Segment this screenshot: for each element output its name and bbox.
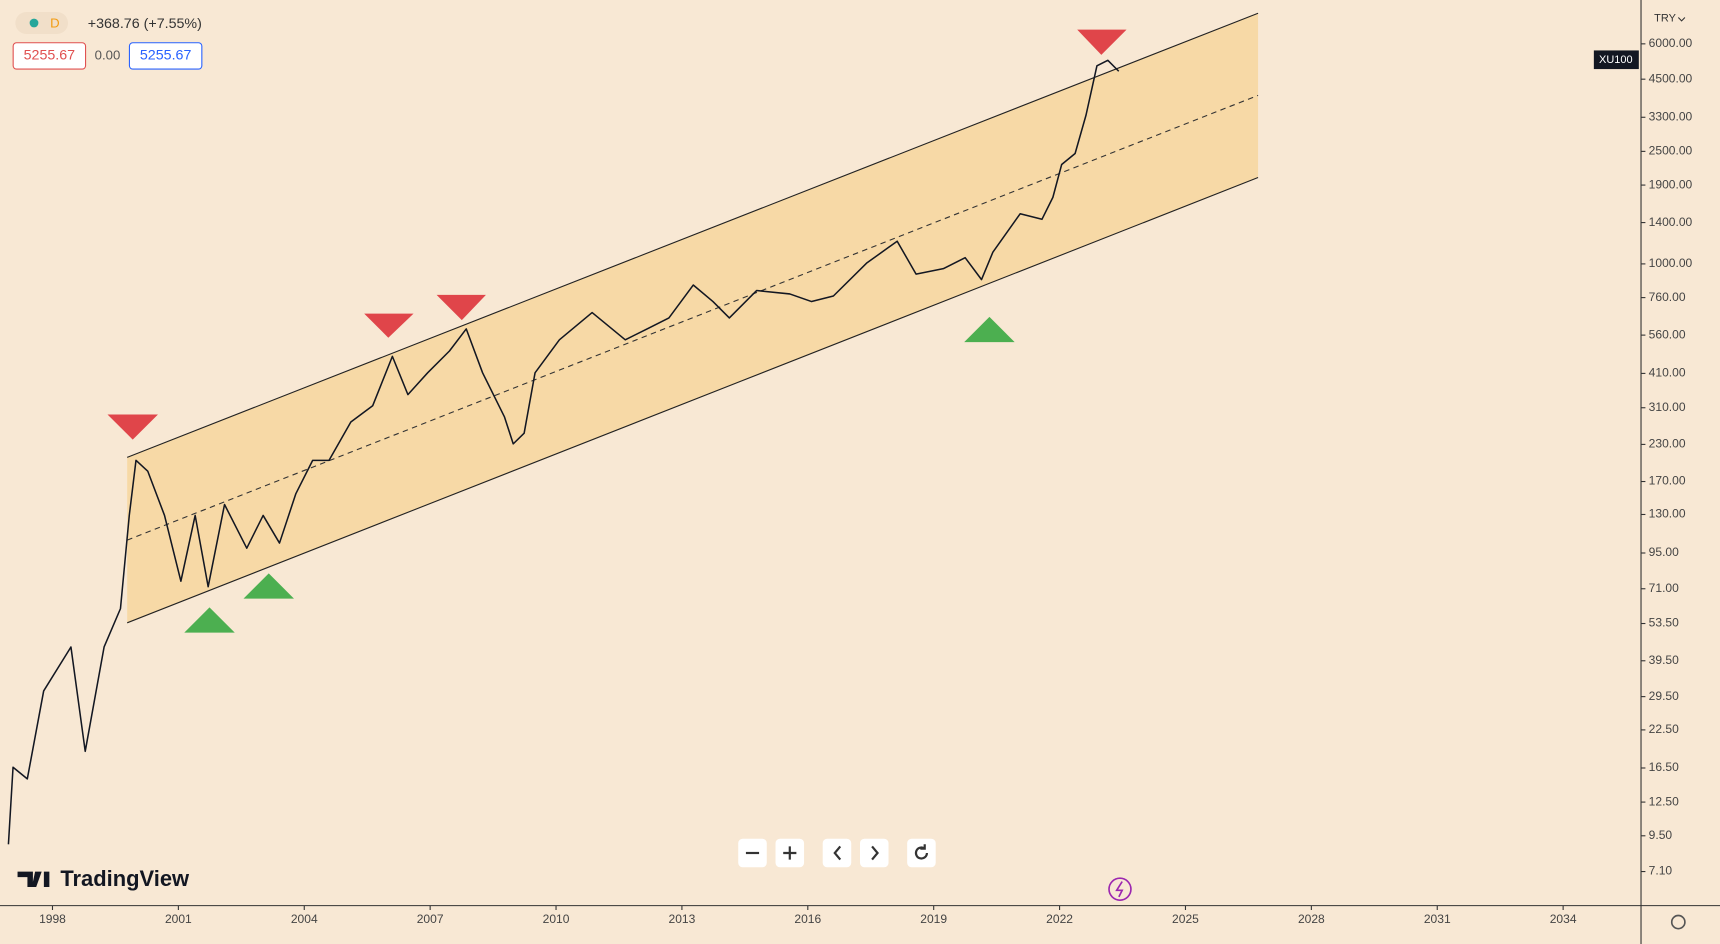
x-tick-label: 2031	[1424, 912, 1451, 926]
alert-icon[interactable]	[1108, 877, 1132, 901]
settings-button[interactable]	[1670, 914, 1686, 930]
scroll-right-button[interactable]	[860, 838, 889, 868]
x-tick-label: 2010	[543, 912, 570, 926]
y-tick-label: 71.00	[1649, 581, 1679, 595]
y-tick-label: 230.00	[1649, 437, 1686, 451]
scroll-left-button[interactable]	[822, 838, 852, 868]
x-tick-label: 2028	[1298, 912, 1325, 926]
y-tick-label: 39.50	[1649, 653, 1679, 667]
sell-marker	[107, 414, 158, 440]
y-tick-label: 95.00	[1649, 545, 1679, 559]
y-tick-label: 4500.00	[1649, 71, 1693, 85]
spread: 0.00	[95, 47, 121, 62]
y-tick-label: 9.50	[1649, 828, 1673, 842]
x-tick-label: 2001	[165, 912, 192, 926]
y-tick-label: 53.50	[1649, 616, 1679, 630]
x-tick-label: 2034	[1550, 912, 1577, 926]
reset-button[interactable]	[907, 838, 936, 868]
ask[interactable]: 5255.67	[140, 48, 192, 64]
x-tick-label: 2019	[920, 912, 947, 926]
channel-upper	[126, 12, 1259, 458]
y-tick-label: 7.10	[1649, 864, 1673, 878]
x-tick-label: 2022	[1046, 912, 1073, 926]
change: +368.76 (+7.55%)	[88, 16, 202, 32]
x-tick-label: 2013	[669, 912, 696, 926]
icon	[1115, 881, 1124, 898]
icon	[833, 845, 842, 861]
x-tick-label: 1998	[39, 912, 66, 926]
plot-area	[7, 12, 1259, 845]
buy-marker	[184, 607, 235, 633]
buy-marker	[964, 316, 1015, 343]
nav-buttons	[738, 838, 936, 868]
y-tick-label: 12.50	[1649, 794, 1679, 808]
y-tick-label: 1400.00	[1649, 215, 1693, 229]
y-tick-label: 130.00	[1649, 507, 1686, 521]
y-tick-label: 1000.00	[1649, 256, 1693, 270]
channel-lower	[126, 177, 1259, 624]
symbol: XU100	[1599, 54, 1633, 66]
y-tick-label: 29.50	[1649, 689, 1679, 703]
sell-marker	[436, 294, 486, 321]
sell-marker	[1077, 29, 1127, 55]
currency[interactable]: TRY	[1654, 13, 1676, 25]
icon	[783, 846, 797, 860]
sell-marker	[364, 313, 414, 338]
y-tick-label: 16.50	[1649, 760, 1679, 774]
sell-box[interactable]	[12, 42, 87, 70]
buy-box[interactable]	[128, 42, 203, 70]
bid[interactable]: 5255.67	[24, 48, 76, 64]
y-tick-label: 560.00	[1649, 327, 1686, 341]
status-dot	[29, 18, 39, 28]
x-tick-label: 2025	[1172, 912, 1199, 926]
x-tick-label: 2007	[417, 912, 444, 926]
icon	[914, 844, 929, 860]
buy-marker	[243, 573, 294, 599]
y-tick-label: 760.00	[1649, 290, 1686, 304]
y-tick-label: 410.00	[1649, 366, 1686, 380]
y-tick-label: 2500.00	[1649, 144, 1693, 158]
dropdown-icon	[1677, 17, 1686, 22]
y-tick-label: 6000.00	[1649, 36, 1693, 50]
y-tick-label: 22.50	[1649, 722, 1679, 736]
y-tick-label: 1900.00	[1649, 177, 1693, 191]
symbol-badge	[1593, 50, 1639, 70]
y-tick-label: 310.00	[1649, 400, 1686, 414]
x-tick-label: 2004	[291, 912, 318, 926]
brand: TradingView	[60, 866, 190, 891]
y-tick-label: 170.00	[1649, 474, 1686, 488]
channel-median	[126, 94, 1259, 541]
x-tick-label: 2016	[794, 912, 821, 926]
y-tick-label: 3300.00	[1649, 109, 1693, 123]
status-pill[interactable]	[15, 12, 69, 34]
price-line	[7, 59, 1120, 845]
interval[interactable]: D	[50, 16, 60, 31]
icon	[871, 845, 879, 861]
